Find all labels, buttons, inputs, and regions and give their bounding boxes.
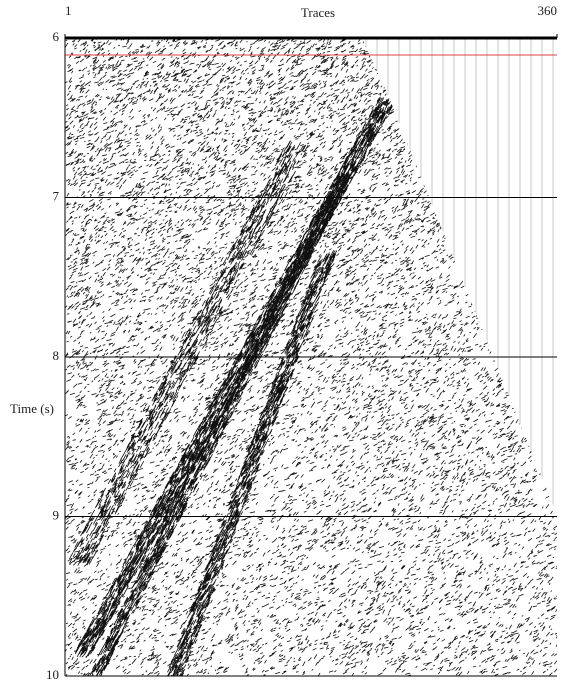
y-tick-label: 9	[53, 507, 60, 522]
y-axis-label: Time (s)	[10, 401, 54, 416]
y-tick-label: 6	[53, 29, 60, 44]
y-tick-label: 8	[53, 348, 60, 363]
muted-zone	[362, 38, 557, 520]
y-tick-label: 7	[53, 188, 60, 203]
y-tick-label: 10	[46, 667, 59, 682]
chart: Traces Time (s) 6 7 8 9 10 1 360	[0, 0, 564, 684]
x-tick-label: 1	[65, 3, 72, 18]
x-tick-label: 360	[538, 3, 558, 18]
chart-title: Traces	[301, 5, 335, 20]
